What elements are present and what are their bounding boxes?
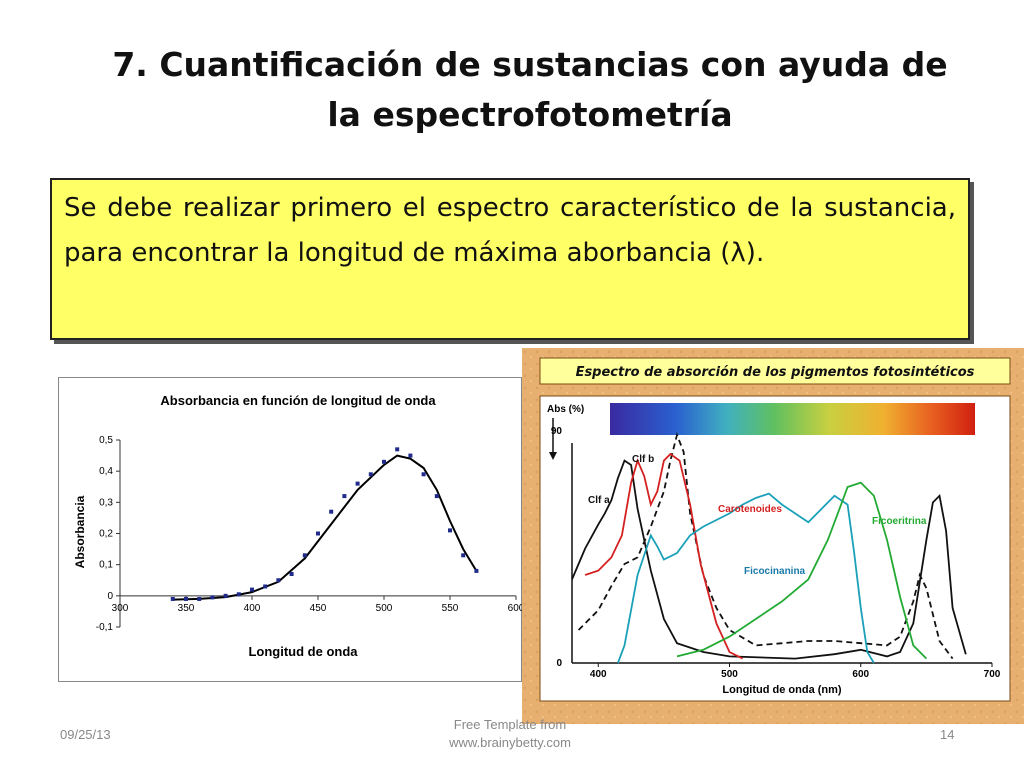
y-tick-label: -0,1 <box>96 622 114 633</box>
y-axis-label: Absorbancia <box>73 495 87 568</box>
data-point <box>302 553 307 558</box>
slide-title: 7. Cuantificación de sustancias con ayud… <box>40 40 1020 140</box>
y-tick-label: 0,2 <box>99 529 113 540</box>
data-point <box>210 595 215 600</box>
x-tick-label: 400 <box>590 669 607 680</box>
x-tick-label: 500 <box>376 603 393 614</box>
data-point <box>355 481 360 486</box>
data-point <box>342 494 347 499</box>
y-tick-label: 0,5 <box>99 435 113 446</box>
panel-title: Espectro de absorción de los pigmentos f… <box>576 365 975 380</box>
y-tick-label: 0,3 <box>99 497 113 508</box>
note-text: Se debe realizar primero el espectro car… <box>64 193 956 268</box>
series-line <box>584 452 744 660</box>
title-line-2: la espectrofotometría <box>327 95 733 134</box>
series-label: Carotenoides <box>718 504 782 515</box>
data-point <box>395 447 400 452</box>
data-point <box>382 459 386 464</box>
data-point <box>170 596 175 601</box>
x-tick-label: 550 <box>442 603 459 614</box>
series-line <box>617 492 875 664</box>
footer-credit: Free Template from www.brainybetty.com <box>415 716 605 752</box>
y-tick-label: 0 <box>107 591 113 602</box>
data-point <box>223 593 228 598</box>
chart-title: Absorbancia en función de longitud de on… <box>160 393 436 408</box>
data-point <box>236 592 241 597</box>
y-axis-arrowhead <box>549 452 557 460</box>
highlight-note-box: Se debe realizar primero el espectro car… <box>50 178 970 340</box>
data-point <box>197 596 202 601</box>
x-axis-label: Longitud de onda (nm) <box>722 684 841 696</box>
x-axis-label: Longitud de onda <box>248 644 358 659</box>
chart-frame <box>58 377 522 682</box>
footer-credit-line-1: Free Template from <box>453 717 567 732</box>
x-tick-label: 400 <box>244 603 261 614</box>
y-tick-label: 90 <box>551 426 563 437</box>
series-label: Ficoeritrina <box>872 516 927 527</box>
plot-frame <box>539 395 1011 702</box>
y-tick-label: 0,1 <box>99 560 113 571</box>
y-tick-label: 0,4 <box>99 466 113 477</box>
data-point <box>421 472 426 477</box>
data-point <box>276 578 281 583</box>
footer-credit-line-2: www.brainybetty.com <box>449 735 571 750</box>
x-tick-label: 450 <box>310 603 327 614</box>
series-label: Ficocinanina <box>744 566 806 577</box>
data-point <box>408 453 413 458</box>
title-line-1: 7. Cuantificación de sustancias con ayud… <box>112 45 948 84</box>
data-point <box>434 494 439 499</box>
footer-date: 09/25/13 <box>60 727 111 742</box>
absorbance-chart: Absorbancia en función de longitud de on… <box>58 377 522 682</box>
data-point <box>461 553 466 558</box>
x-tick-label: 600 <box>508 603 522 614</box>
pigment-spectrum-chart: Espectro de absorción de los pigmentos f… <box>522 348 1024 724</box>
x-tick-label: 300 <box>112 603 129 614</box>
data-point <box>263 584 268 589</box>
y-axis-label: Abs (%) <box>547 404 584 415</box>
page-number: 14 <box>940 727 955 742</box>
series-label: Clf a <box>588 495 610 506</box>
data-point <box>474 568 479 573</box>
data-point <box>184 596 188 601</box>
data-point <box>448 528 452 533</box>
y-tick-label: 0 <box>556 658 562 669</box>
panel-title-box <box>539 357 1011 385</box>
series-line <box>577 432 954 660</box>
x-tick-label: 600 <box>852 669 869 680</box>
data-point <box>316 531 320 536</box>
data-point <box>368 472 373 477</box>
data-point <box>289 572 294 577</box>
data-point <box>329 509 334 514</box>
series-line <box>571 459 967 660</box>
visible-spectrum-bar <box>610 403 975 435</box>
x-tick-label: 350 <box>178 603 195 614</box>
x-tick-label: 500 <box>721 669 738 680</box>
series-line <box>676 481 928 660</box>
data-point <box>250 587 254 592</box>
series-label: Clf b <box>632 454 654 465</box>
x-tick-label: 700 <box>984 669 1001 680</box>
